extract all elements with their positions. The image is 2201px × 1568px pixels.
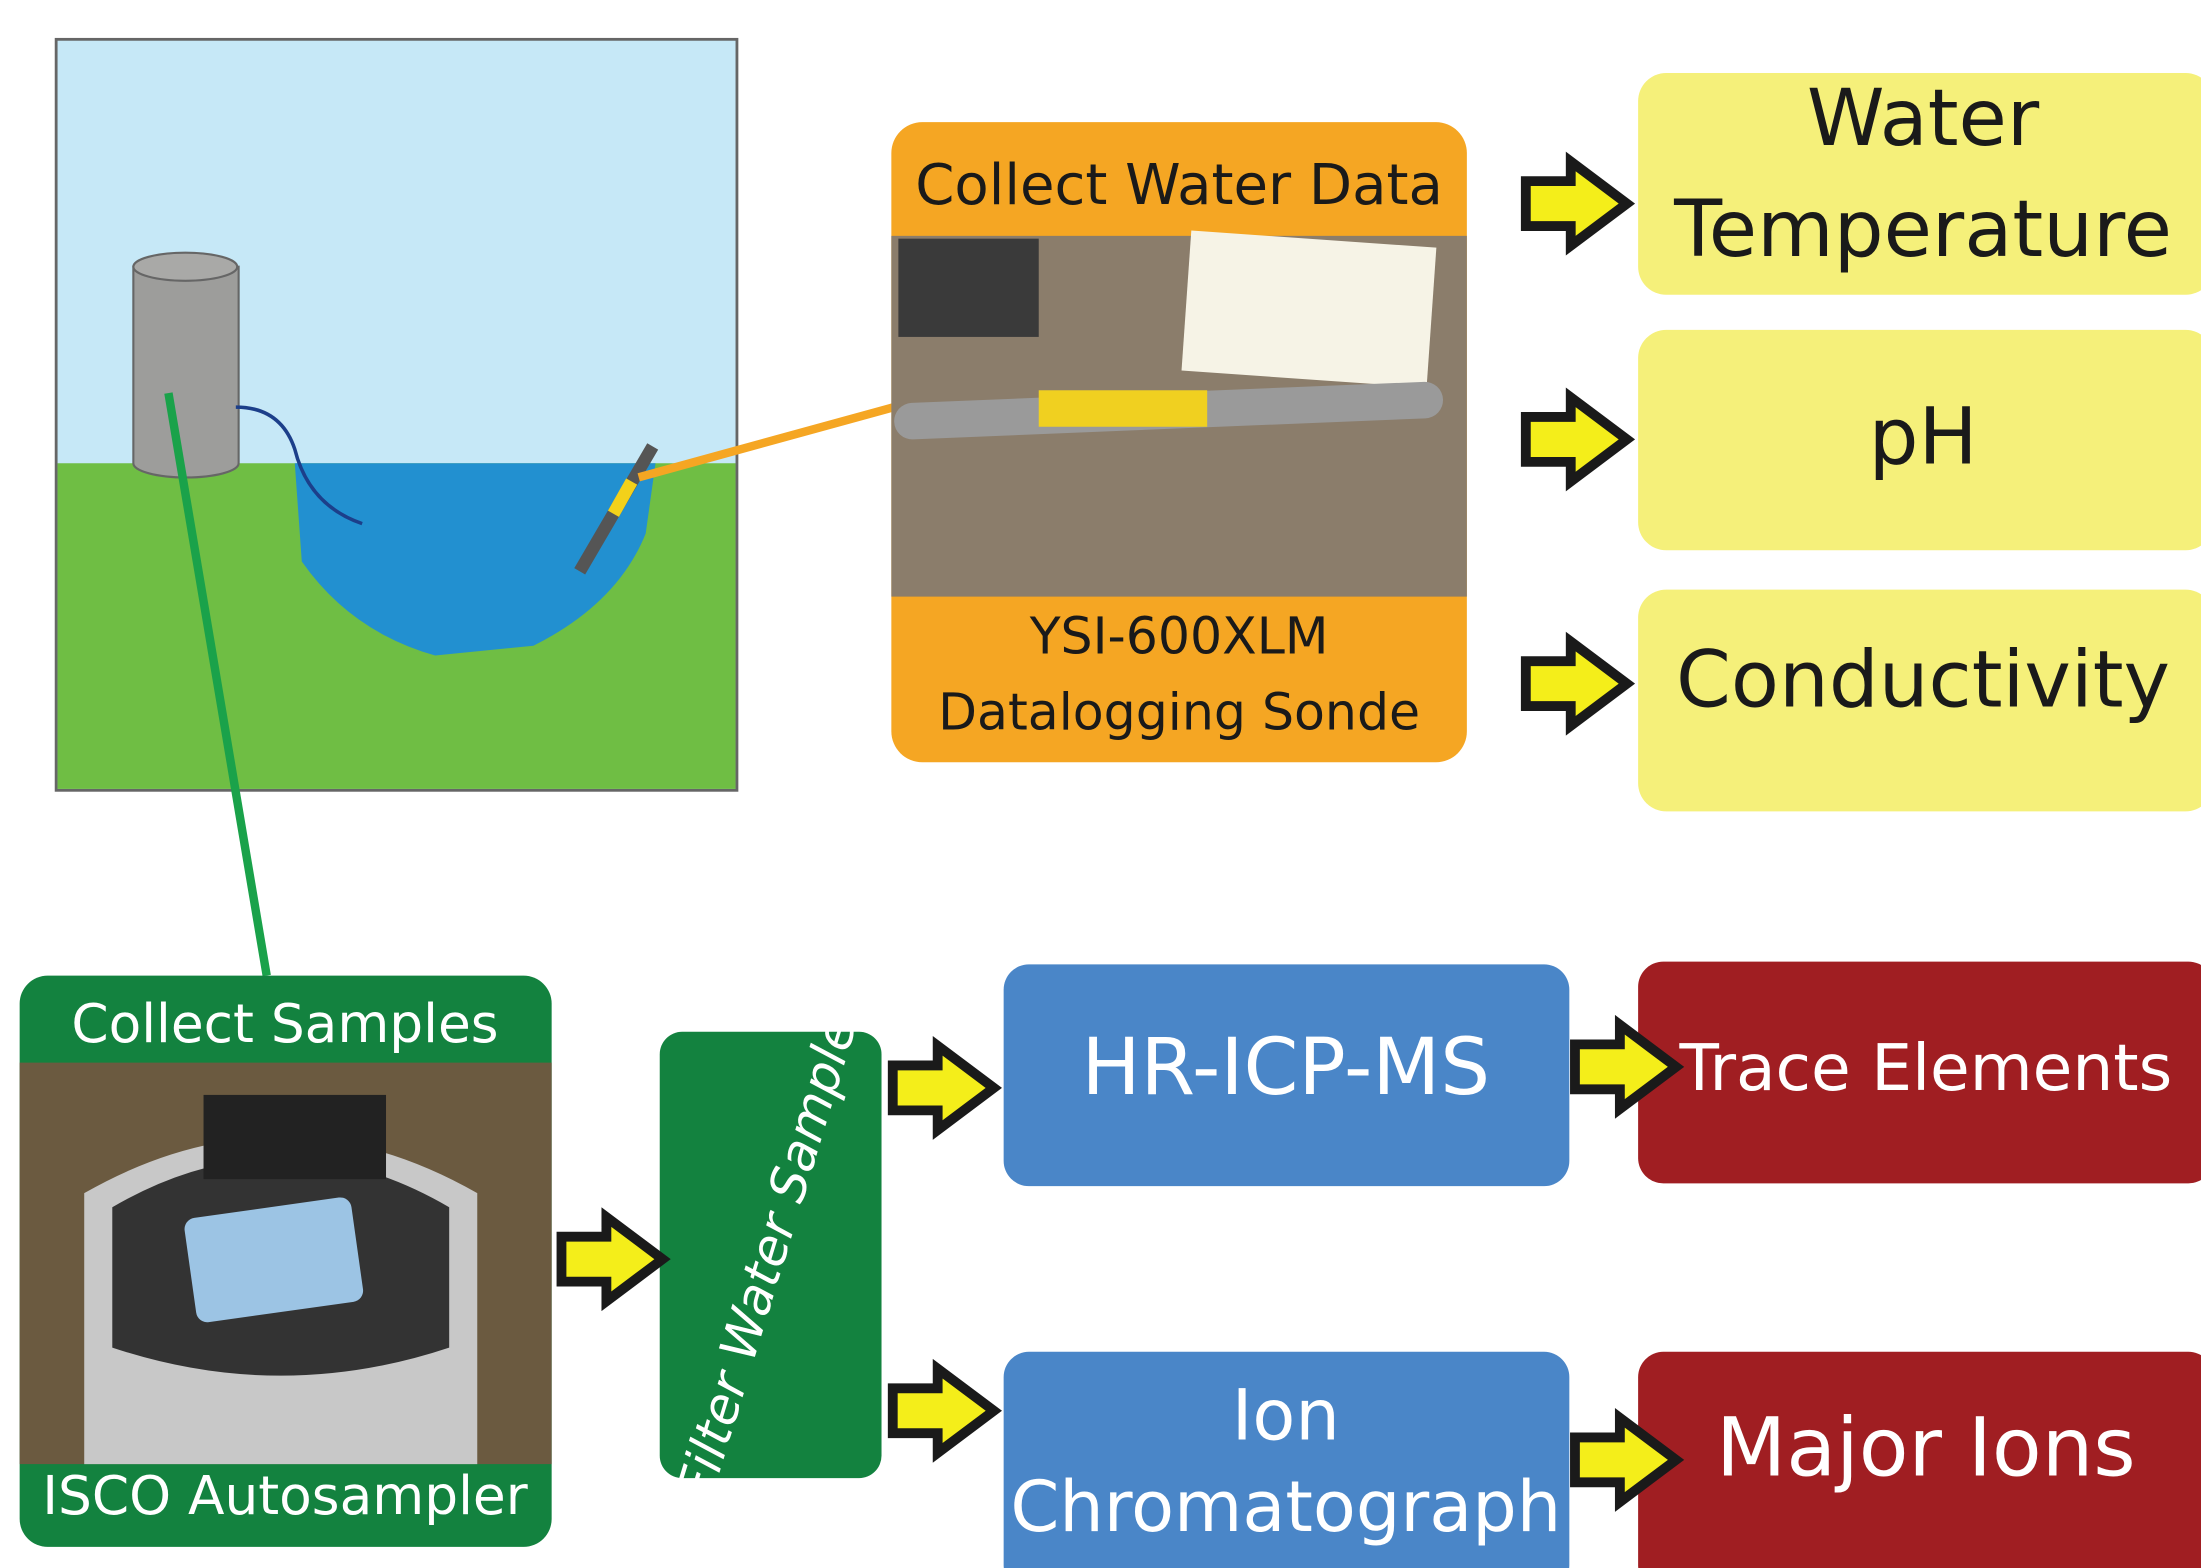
instrument-label: Chromatograph [1010,1466,1561,1548]
result-label: Trace Elements [1679,1031,2173,1106]
instrument-label: Ion [1232,1375,1340,1457]
arrow [1526,642,1627,726]
instrument-label: HR-ICP-MS [1081,1021,1490,1113]
arrow [893,1046,994,1130]
arrow [561,1217,662,1301]
sampler-box: Collect Samples ISCO Autosampler [19,975,552,1547]
measurement-label: pH [1869,391,1978,483]
filter-box: Filter Water Sample [659,1010,882,1506]
result-label: Major Ions [1716,1400,2136,1495]
sampler-header: Collect Samples [71,992,498,1055]
results: Trace Elements Major Ions [1638,961,2201,1568]
instruments: HR-ICP-MS Ion Chromatograph [1003,964,1570,1568]
measurements: Water Temperature pH Conductivity [1638,72,2201,812]
arrow [1526,397,1627,481]
sonde-footer: YSI-600XLM [1029,607,1329,666]
measurement-label: Water [1807,72,2040,164]
measurement-label: Temperature [1673,183,2172,275]
arrow [893,1369,994,1453]
sonde-box: Collect Water Data YSI-600XLM Dataloggin… [891,122,1467,763]
sonde-footer: Datalogging Sonde [938,682,1420,741]
measurement-label: Conductivity [1676,634,2170,726]
arrow [1526,161,1627,245]
sonde-header: Collect Water Data [915,153,1443,218]
field-scene [54,37,896,977]
sampler-footer: ISCO Autosampler [42,1464,527,1527]
